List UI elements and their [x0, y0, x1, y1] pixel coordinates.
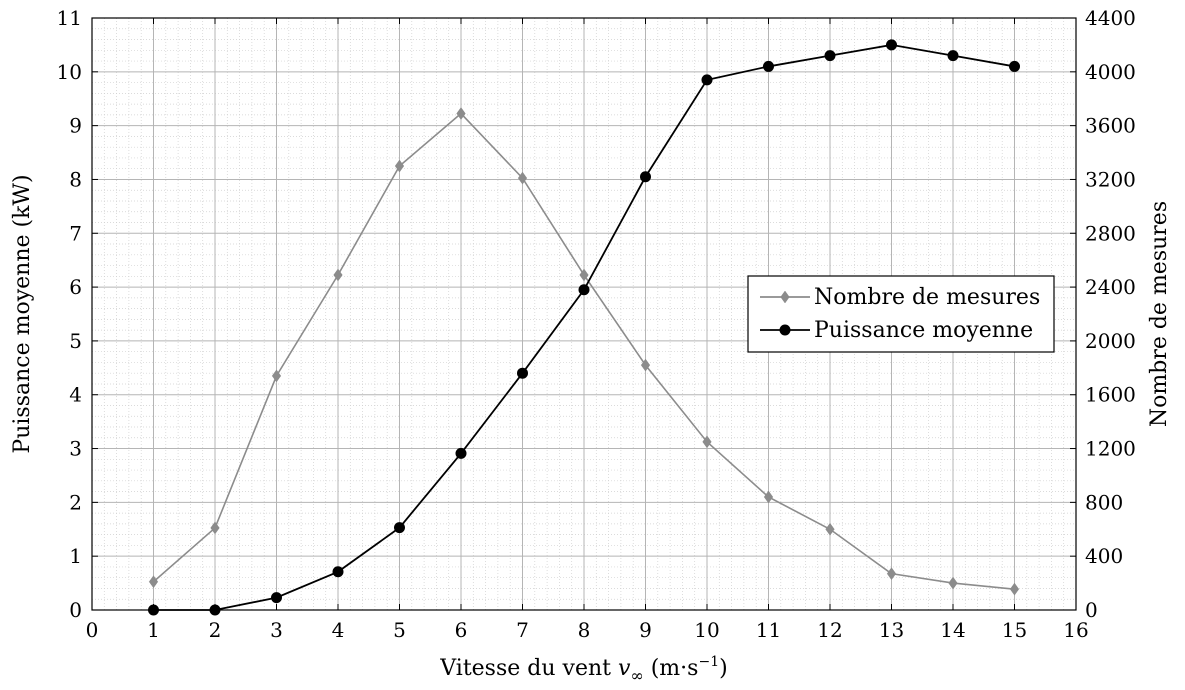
x-tick-label: 4 [332, 618, 345, 642]
data-point [640, 358, 651, 372]
y-right-tick-label: 400 [1085, 544, 1123, 568]
x-tick-label: 16 [1063, 618, 1088, 642]
data-point [1009, 582, 1020, 596]
x-tick-label: 3 [270, 618, 283, 642]
data-point [148, 575, 159, 589]
data-point [333, 268, 343, 282]
x-tick-label: 12 [817, 618, 842, 642]
data-point [886, 39, 897, 51]
data-point [1009, 60, 1020, 72]
y-left-tick-label: 6 [69, 275, 82, 299]
y-right-tick-label: 4400 [1085, 6, 1136, 30]
data-point [640, 171, 651, 183]
data-point [824, 50, 836, 62]
legend-marker [779, 324, 791, 336]
y-left-tick-label: 0 [69, 598, 82, 622]
legend-item: Nombre de mesures [760, 285, 1040, 310]
data-point [578, 284, 590, 296]
y-left-axis-title: Puissance moyenne (kW) [10, 174, 35, 453]
x-tick-label: 14 [940, 618, 965, 642]
legend-box [747, 275, 1055, 353]
x-tick-label: 8 [578, 618, 591, 642]
y-left-tick-label: 10 [57, 60, 82, 84]
x-tick-label: 0 [86, 618, 99, 642]
data-point [394, 522, 405, 534]
y-left-tick-label: 9 [69, 114, 82, 138]
data-point [517, 367, 528, 379]
series-puissance-moyenne [148, 39, 1020, 616]
x-tick-label: 15 [1002, 618, 1027, 642]
y-left-tick-label: 4 [69, 383, 82, 407]
x-tick-label: 10 [694, 618, 719, 642]
y-right-tick-label: 1200 [1085, 437, 1136, 461]
x-tick-label: 1 [147, 618, 160, 642]
x-tick-label: 7 [516, 618, 529, 642]
y-left-tick-label: 7 [69, 221, 82, 245]
legend-label: Nombre de mesures [814, 285, 1040, 310]
data-point [886, 567, 897, 581]
data-point [517, 171, 528, 185]
y-right-tick-label: 3600 [1085, 114, 1136, 138]
x-tick-label: 9 [639, 618, 652, 642]
x-tick-label: 2 [209, 618, 222, 642]
data-point [579, 268, 589, 282]
data-point [702, 435, 712, 449]
x-tick-label: 13 [879, 618, 904, 642]
data-point [455, 447, 467, 459]
legend-label: Puissance moyenne [814, 318, 1033, 343]
legend-item: Puissance moyenne [760, 318, 1033, 343]
y-right-tick-label: 2400 [1085, 275, 1136, 299]
data-point [332, 566, 344, 578]
x-tick-label: 6 [455, 618, 468, 642]
tick-labels: 0 1 2 3 4 5 6 7 8 9 10 11 12 13 14 15 160123456789101104… [57, 6, 1136, 642]
series-nombre-de-mesures [148, 107, 1020, 596]
data-point [271, 592, 282, 604]
data-point [209, 604, 221, 616]
x-axis-title: Vitesse du vent v∞ (m·s−1) [439, 654, 727, 685]
data-point [210, 521, 220, 535]
data-point [947, 50, 959, 62]
y-right-tick-label: 4000 [1085, 60, 1136, 84]
y-left-tick-label: 1 [69, 544, 82, 568]
x-tick-label: 5 [393, 618, 406, 642]
y-right-tick-label: 3200 [1085, 167, 1136, 191]
data-point [271, 369, 282, 383]
data-point [394, 159, 405, 173]
legend-marker [780, 290, 790, 304]
data-point [148, 604, 159, 616]
y-left-tick-label: 8 [69, 167, 82, 191]
data-point [701, 74, 713, 86]
y-right-tick-label: 2000 [1085, 329, 1136, 353]
legend: Nombre de mesures Puissance moyenne [747, 275, 1055, 353]
y-right-tick-label: 2800 [1085, 221, 1136, 245]
y-right-tick-label: 0 [1085, 598, 1098, 622]
data-point [763, 490, 774, 504]
data-point [763, 60, 774, 72]
major-grid [91, 17, 1077, 611]
x-tick-label: 11 [756, 618, 781, 642]
y-left-tick-label: 2 [69, 490, 82, 514]
axis-ticks [91, 17, 1077, 611]
y-left-tick-label: 11 [57, 6, 82, 30]
y-right-axis-title: Nombre de mesures [1147, 201, 1172, 427]
y-right-tick-label: 800 [1085, 490, 1123, 514]
data-point [948, 576, 958, 590]
y-left-tick-label: 3 [69, 437, 82, 461]
data-point [825, 522, 835, 536]
data-point [456, 107, 466, 120]
series-layer [148, 39, 1020, 616]
y-left-tick-label: 5 [69, 329, 82, 353]
y-right-tick-label: 1600 [1085, 383, 1136, 407]
